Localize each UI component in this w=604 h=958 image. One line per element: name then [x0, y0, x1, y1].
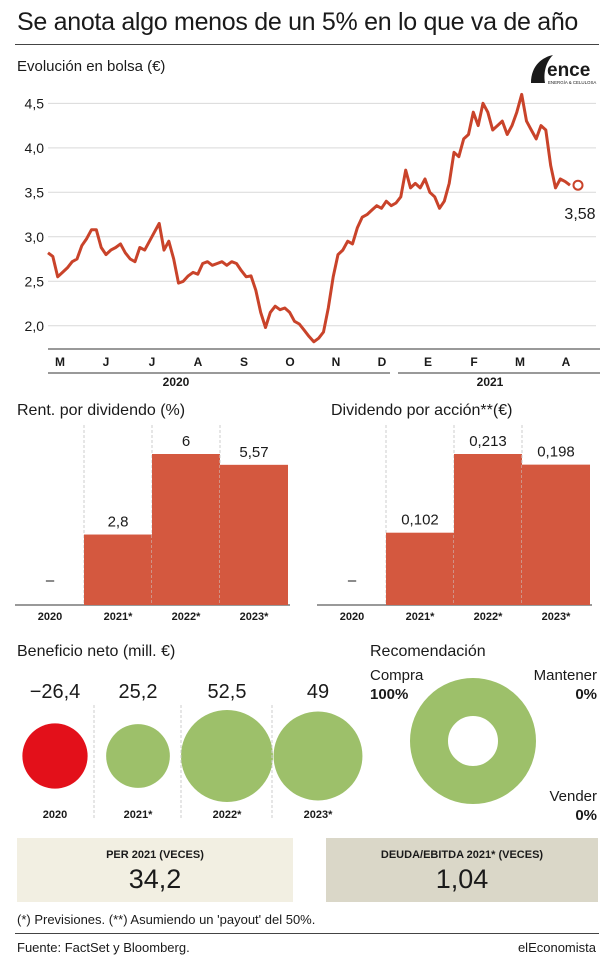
dps-category-label: 2022*	[474, 611, 503, 623]
footnote: (*) Previsiones. (**) Asumiendo un 'payo…	[17, 912, 316, 927]
recommendation-hold-value: 0%	[575, 686, 597, 703]
yield-chart-title: Rent. por dividendo (%)	[17, 402, 186, 419]
per-box: PER 2021 (VECES) 34,2	[17, 838, 293, 902]
donut-slice-buy	[410, 678, 536, 804]
dps-value-label: –	[348, 572, 357, 589]
page-title: Se anota algo menos de un 5% en lo que v…	[17, 8, 579, 36]
x-tick-label: S	[240, 355, 248, 369]
recommendation-title: Recomendación	[370, 643, 486, 660]
yield-category-label: 2023*	[240, 611, 269, 623]
stock-chart-title: Evolución en bolsa (€)	[17, 58, 166, 75]
profit-chart-title: Beneficio neto (mill. €)	[17, 643, 176, 660]
profit-category-label: 2021*	[124, 809, 153, 821]
dps-bar	[454, 454, 522, 605]
y-tick-label: 2,5	[25, 273, 45, 289]
y-tick-label: 4,5	[25, 95, 45, 111]
x-tick-label: M	[55, 355, 65, 369]
x-tick-label: F	[470, 355, 477, 369]
y-tick-label: 2,0	[25, 318, 45, 334]
stock-line-chart: 4,5 4,0 3,5 3,0 2,5 2,0 3,58 M J J A S O N D E F M A 2020 20…	[25, 92, 600, 389]
yield-category-label: 2021*	[104, 611, 133, 623]
profit-label-2022: 52,5	[207, 681, 247, 703]
footer-rule	[15, 933, 599, 934]
y-tick-label: 3,5	[25, 184, 45, 200]
debt-box-value: 1,04	[435, 864, 489, 894]
ence-leaf-icon	[531, 55, 553, 83]
dps-value-label: 0,198	[537, 444, 575, 461]
per-box-value: 34,2	[128, 864, 182, 894]
profit-bubble	[22, 723, 88, 789]
recommendation-buy-label: Compra	[370, 667, 424, 684]
dps-bar	[386, 532, 454, 605]
profit-bubble-chart: 2020 2021* 2022* 2023*	[22, 705, 363, 821]
dps-category-label: 2020	[340, 611, 364, 623]
per-box-label: PER 2021 (VECES)	[106, 849, 204, 861]
y-tick-label: 4,0	[25, 140, 45, 156]
dps-bar	[522, 464, 590, 605]
profit-label-2020: −26,4	[29, 681, 81, 703]
x-tick-label: A	[562, 355, 571, 369]
x-tick-label: A	[194, 355, 203, 369]
recommendation-hold-label: Mantener	[533, 667, 597, 684]
title-rule	[15, 44, 599, 45]
yield-value-label: 5,57	[239, 444, 268, 461]
yield-bar	[84, 534, 152, 605]
profit-category-label: 2020	[43, 809, 67, 821]
y-tick-label: 3,0	[25, 229, 45, 245]
profit-bubble	[273, 711, 363, 801]
last-price-label: 3,58	[564, 206, 595, 223]
x-tick-label: J	[149, 355, 156, 369]
yield-bar	[152, 454, 220, 605]
profit-category-label: 2023*	[304, 809, 333, 821]
x-tick-label: O	[285, 355, 294, 369]
source-note: Fuente: FactSet y Bloomberg.	[17, 940, 190, 955]
dps-value-label: 0,102	[401, 512, 439, 529]
profit-label-2021: 25,2	[118, 681, 158, 703]
debt-box-label: DEUDA/EBITDA 2021* (VECES)	[380, 849, 544, 861]
yield-category-label: 2020	[38, 611, 62, 623]
brand-name: elEconomista	[517, 940, 596, 955]
yield-bar	[220, 464, 288, 605]
profit-bubble	[181, 710, 273, 802]
dps-chart-title: Dividendo por acción**(€)	[331, 402, 513, 419]
recommendation-buy-value: 100%	[370, 686, 409, 703]
dps-category-label: 2023*	[542, 611, 571, 623]
x-tick-label: N	[332, 355, 341, 369]
recommendation-sell-label: Vender	[549, 788, 597, 805]
yield-bar-chart: – 2020 2,8 2021* 6 2022* 5,57 2023*	[15, 425, 290, 623]
ence-logo: ence ENERGÍA & CELULOSA	[531, 55, 596, 85]
year-label: 2021	[477, 375, 504, 389]
recommendation-donut	[410, 678, 536, 804]
stock-price-line	[47, 92, 571, 344]
dps-category-label: 2021*	[406, 611, 435, 623]
ence-logo-subtext: ENERGÍA & CELULOSA	[548, 80, 596, 85]
x-tick-label: J	[103, 355, 110, 369]
yield-value-label: 6	[182, 433, 190, 450]
dps-bar-chart: – 2020 0,102 2021* 0,213 2022* 0,198 2023*	[317, 425, 592, 623]
ence-logo-text: ence	[547, 60, 590, 81]
yield-value-label: 2,8	[108, 514, 129, 531]
yield-value-label: –	[46, 572, 55, 589]
profit-label-2023: 49	[306, 681, 330, 703]
yield-category-label: 2022*	[172, 611, 201, 623]
profit-bubble	[106, 724, 170, 788]
x-tick-label: D	[378, 355, 387, 369]
last-price-marker	[572, 179, 584, 191]
x-tick-label: M	[515, 355, 525, 369]
debt-box: DEUDA/EBITDA 2021* (VECES) 1,04	[326, 838, 598, 902]
year-label: 2020	[163, 375, 190, 389]
recommendation-sell-value: 0%	[575, 807, 597, 824]
dps-value-label: 0,213	[469, 433, 507, 450]
profit-category-label: 2022*	[213, 809, 242, 821]
x-tick-label: E	[424, 355, 432, 369]
